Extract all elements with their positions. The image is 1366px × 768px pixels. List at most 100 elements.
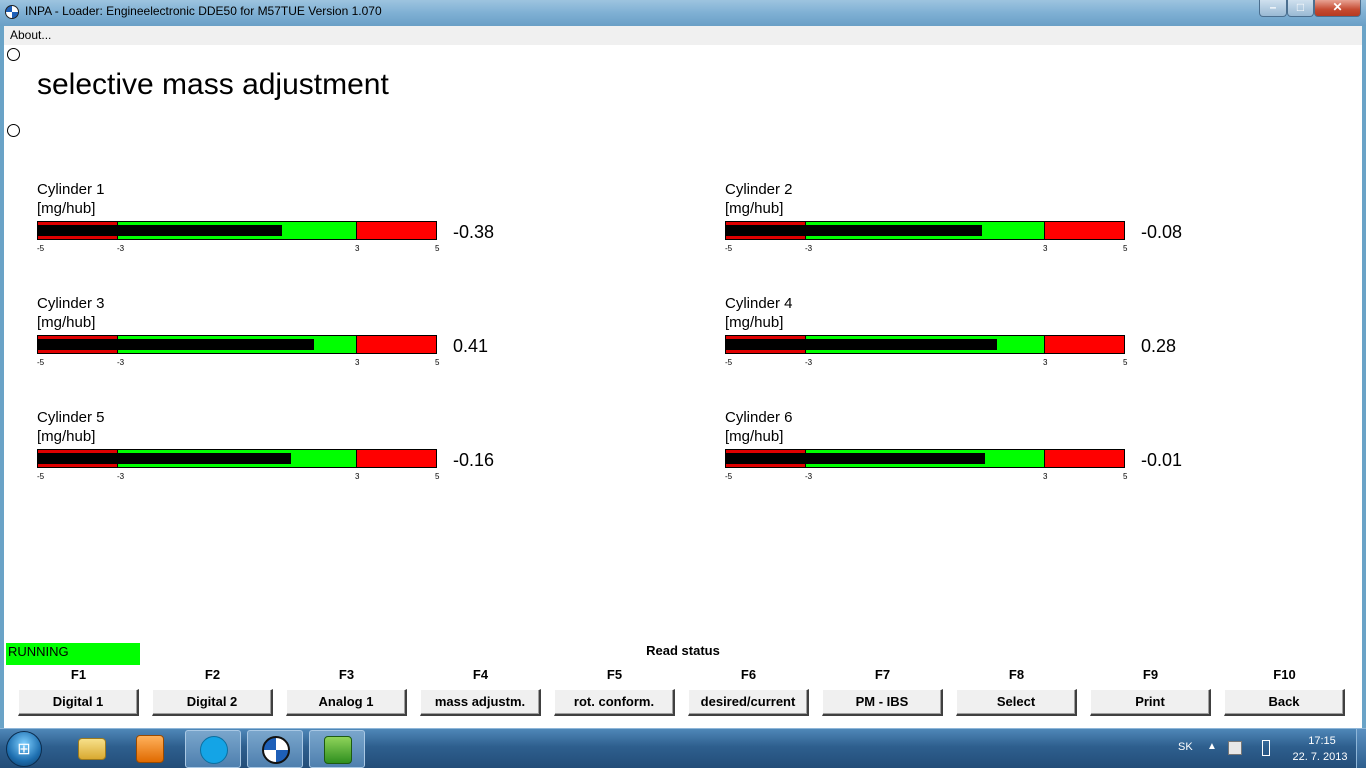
tick-label: 3 (1043, 472, 1048, 481)
tick-label: 3 (355, 472, 360, 481)
fkey-button-f3[interactable]: Analog 1 (286, 689, 407, 716)
cylinder-gauge-3: Cylinder 3 [mg/hub] -5 -3 3 5 0.41 (37, 295, 517, 385)
tick-label: -3 (117, 358, 125, 367)
fkey-label-f5: F5 (606, 667, 623, 682)
close-button[interactable]: ✕ (1314, 0, 1361, 17)
tick-label: -5 (37, 472, 45, 481)
window-title: INPA - Loader: Engineelectronic DDE50 fo… (25, 4, 382, 18)
taskbar-app-inpa[interactable] (247, 730, 303, 768)
action-center-icon[interactable] (1228, 741, 1242, 755)
minimize-icon: – (1269, 0, 1277, 14)
cylinder-bar (37, 335, 437, 354)
fkey-button-f7[interactable]: PM - IBS (822, 689, 943, 716)
cylinder-value: -0.01 (1141, 450, 1183, 470)
fkey-button-f1[interactable]: Digital 1 (18, 689, 139, 716)
bar-divider (1044, 450, 1045, 467)
radio-button-1[interactable] (7, 48, 20, 61)
bar-divider (1044, 336, 1045, 353)
bar-divider (1044, 222, 1045, 239)
tick-label: -5 (37, 244, 45, 253)
main-panel: selective mass adjustment Cylinder 1 [mg/… (4, 45, 1362, 642)
fkey-button-f4[interactable]: mass adjustm. (420, 689, 541, 716)
tick-label: 5 (435, 472, 440, 481)
fkey-label-f9: F9 (1142, 667, 1159, 682)
taskbar-app-explorer[interactable] (64, 730, 120, 768)
taskbar: ⊞ SK ▲ 17:15 22. 7. 2013 (0, 728, 1366, 768)
taskbar-app-skype[interactable] (185, 730, 241, 768)
minimize-button[interactable]: – (1259, 0, 1287, 17)
tick-label: -5 (37, 358, 45, 367)
cylinder-title: Cylinder 1 (37, 181, 105, 198)
fkey-button-f2[interactable]: Digital 2 (152, 689, 273, 716)
cylinder-unit: [mg/hub] (725, 314, 784, 331)
tick-label: 3 (355, 358, 360, 367)
cylinder-unit: [mg/hub] (37, 200, 96, 217)
cylinder-unit: [mg/hub] (725, 428, 784, 445)
fkey-label-f7: F7 (874, 667, 891, 682)
tick-label: -3 (805, 244, 813, 253)
bar-fill-base (38, 453, 118, 464)
bar-divider (805, 450, 806, 467)
running-indicator: RUNNING (6, 643, 140, 665)
bar-fill-base (726, 339, 806, 350)
fkey-label-f1: F1 (70, 667, 87, 682)
taskbar-app-ediabas[interactable] (309, 730, 365, 768)
cylinder-value: -0.38 (453, 222, 495, 242)
clock-date[interactable]: 22. 7. 2013 (1292, 751, 1348, 763)
start-button[interactable]: ⊞ (6, 731, 42, 767)
cylinder-title: Cylinder 5 (37, 409, 105, 426)
cylinder-value: -0.16 (453, 450, 495, 470)
cylinder-bar (725, 335, 1125, 354)
tick-label: -5 (725, 358, 733, 367)
bar-zone-high (357, 222, 436, 239)
fkey-label-f8: F8 (1008, 667, 1025, 682)
bar-fill-base (726, 225, 806, 236)
show-hidden-icons-icon[interactable]: ▲ (1207, 741, 1217, 752)
maximize-icon: □ (1296, 0, 1305, 14)
tick-label: 3 (1043, 244, 1048, 253)
tick-label: 5 (1123, 472, 1128, 481)
cylinder-bar (37, 449, 437, 468)
tick-label: -3 (805, 358, 813, 367)
radio-button-2[interactable] (7, 124, 20, 137)
menu-bar: About... (4, 26, 1362, 46)
cylinder-bar (725, 221, 1125, 240)
windows-icon: ⊞ (17, 741, 31, 758)
fkey-label-f10: F10 (1273, 667, 1296, 682)
cylinder-gauge-4: Cylinder 4 [mg/hub] -5 -3 3 5 0.28 (725, 295, 1205, 385)
tick-label: -5 (725, 472, 733, 481)
tick-label: -3 (117, 472, 125, 481)
cylinder-gauge-2: Cylinder 2 [mg/hub] -5 -3 3 5 -0.08 (725, 181, 1205, 271)
bar-divider (117, 336, 118, 353)
bar-divider (805, 222, 806, 239)
folder-icon (78, 738, 106, 760)
bar-fill-value (118, 339, 314, 350)
fkey-button-f8[interactable]: Select (956, 689, 1077, 716)
bar-fill-base (38, 339, 118, 350)
fkey-button-f9[interactable]: Print (1090, 689, 1211, 716)
cylinder-value: 0.41 (453, 336, 489, 356)
bar-fill-value (118, 453, 292, 464)
bar-zone-high (1045, 450, 1124, 467)
fkey-button-f5[interactable]: rot. conform. (554, 689, 675, 716)
cylinder-unit: [mg/hub] (725, 200, 784, 217)
taskbar-app-media-player[interactable] (122, 730, 178, 768)
close-icon: ✕ (1332, 0, 1343, 14)
tick-label: 5 (1123, 244, 1128, 253)
bar-fill-value (118, 225, 283, 236)
fkey-button-f6[interactable]: desired/current (688, 689, 809, 716)
menu-item-about[interactable]: About... (10, 28, 52, 42)
show-desktop-button[interactable] (1356, 729, 1366, 768)
tick-label: -5 (725, 244, 733, 253)
maximize-button[interactable]: □ (1287, 0, 1314, 17)
tick-label: 3 (355, 244, 360, 253)
fkey-button-f10[interactable]: Back (1224, 689, 1345, 716)
language-indicator[interactable]: SK (1178, 741, 1193, 753)
title-bar[interactable]: INPA - Loader: Engineelectronic DDE50 fo… (0, 0, 1366, 26)
tick-label: 5 (1123, 358, 1128, 367)
cylinder-gauge-5: Cylinder 5 [mg/hub] -5 -3 3 5 -0.16 (37, 409, 517, 499)
battery-icon[interactable] (1262, 740, 1270, 756)
bar-zone-high (357, 336, 436, 353)
clock-time[interactable]: 17:15 (1308, 735, 1336, 747)
cylinder-unit: [mg/hub] (37, 314, 96, 331)
